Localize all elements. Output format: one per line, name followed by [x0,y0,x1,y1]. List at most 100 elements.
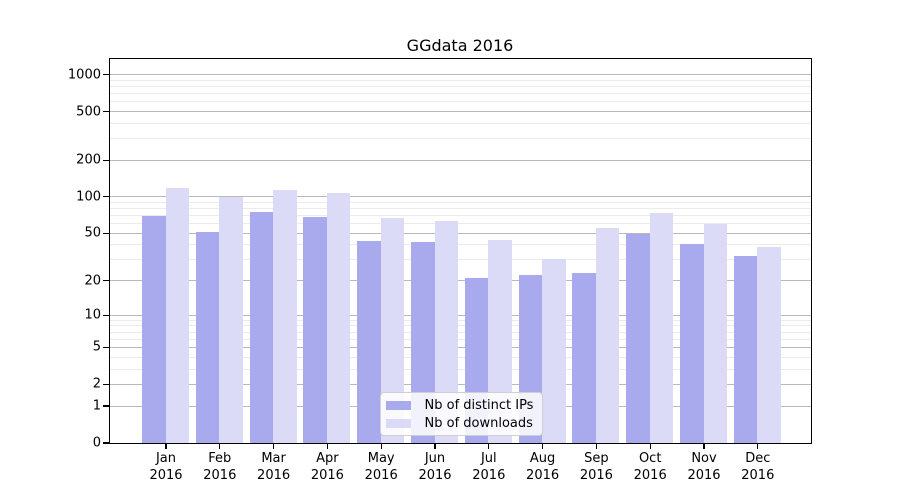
bar-distinct-ips [142,215,166,443]
legend: Nb of distinct IPs Nb of downloads [379,391,543,436]
minor-gridline [109,79,811,81]
bar-distinct-ips [626,233,650,443]
bar-distinct-ips [357,240,381,443]
bar-downloads [273,189,297,443]
bar-distinct-ips [572,273,596,443]
y-tick-mark [103,110,109,113]
y-tick-mark [103,280,109,282]
minor-gridline [109,122,811,124]
bar-downloads [542,259,566,443]
x-tick-mark [541,443,544,449]
x-tick-label: May 2016 [364,451,398,483]
minor-gridline [109,85,811,87]
minor-gridline [109,244,811,246]
y-tick-label: 500 [76,104,101,119]
x-tick-label: Aug 2016 [526,451,560,483]
x-tick-label: Mar 2016 [257,451,291,483]
x-tick-mark [165,443,167,449]
bar-downloads [165,188,189,443]
x-tick-mark [434,443,436,449]
x-tick-label: Jul 2016 [472,451,506,483]
x-tick-mark [757,443,759,449]
x-tick-label: Nov 2016 [687,451,721,483]
x-tick-mark [649,443,651,449]
y-tick-mark [103,442,109,444]
x-tick-mark [703,443,705,449]
major-gridline [109,74,811,76]
legend-entry-distinct-ips: Nb of distinct IPs [385,397,536,414]
x-tick-mark [326,443,329,449]
x-tick-label: Jan 2016 [149,451,183,483]
major-gridline [109,111,811,112]
x-tick-mark [488,443,490,449]
bar-distinct-ips [733,256,758,443]
x-tick-label: Oct 2016 [633,451,667,483]
x-tick-mark [380,443,382,449]
y-tick-label: 100 [76,189,101,205]
x-tick-label: Sep 2016 [579,451,613,483]
bar-downloads [219,197,243,443]
minor-gridline [109,356,811,358]
minor-gridline [109,259,811,261]
minor-gridline [109,101,811,103]
major-gridline [109,159,811,161]
minor-gridline [109,331,811,333]
major-gridline [109,383,811,385]
plot-area: Nb of distinct IPs Nb of downloads [108,57,812,444]
bar-distinct-ips [249,212,274,443]
bar-downloads [326,193,351,443]
x-tick-mark [272,443,275,449]
y-tick-label: 50 [84,225,101,241]
bar-downloads [434,220,458,443]
bar-distinct-ips [195,231,220,443]
y-tick-label: 1 [92,398,101,414]
major-gridline [109,346,811,348]
y-tick-label: 1000 [67,67,101,83]
minor-gridline [109,223,811,225]
bar-downloads [757,247,781,443]
y-tick-label: 5 [92,339,101,355]
x-tick-label: Feb 2016 [203,451,237,483]
minor-gridline [109,138,811,140]
y-tick-label: 2 [92,376,101,392]
minor-gridline [109,325,811,327]
major-gridline [109,232,811,234]
x-tick-mark [595,443,598,449]
minor-gridline [109,201,811,203]
major-gridline [109,280,811,282]
major-gridline [109,314,811,316]
chart-title: GGdata 2016 [406,36,514,55]
x-tick-mark [219,443,221,449]
y-tick-mark [103,73,109,76]
x-tick-label: Apr 2016 [310,451,344,483]
y-tick-mark [103,405,109,407]
minor-gridline [109,93,811,95]
y-tick-mark [103,383,109,385]
bar-distinct-ips [680,244,704,443]
legend-label-downloads: Nb of downloads [424,415,533,431]
y-tick-mark [103,159,109,161]
bar-downloads [649,213,674,443]
minor-gridline [109,208,811,210]
y-tick-label: 0 [92,435,101,451]
y-tick-mark [103,232,109,234]
y-tick-label: 200 [76,152,101,168]
y-tick-mark [103,196,109,198]
minor-gridline [109,368,811,370]
y-tick-mark [103,346,109,349]
legend-swatch-distinct-ips-icon [385,400,411,411]
bar-distinct-ips [303,216,327,443]
minor-gridline [109,319,811,321]
y-tick-label: 10 [84,307,101,323]
legend-label-distinct-ips: Nb of distinct IPs [424,397,534,413]
legend-entry-downloads: Nb of downloads [385,415,536,432]
x-tick-label: Jun 2016 [418,451,452,483]
bar-downloads [703,224,727,443]
minor-gridline [109,215,811,217]
legend-swatch-downloads-icon [385,418,411,429]
x-tick-label: Dec 2016 [741,451,775,483]
y-tick-label: 20 [84,273,101,289]
major-gridline [109,196,811,198]
bar-downloads [595,227,620,443]
